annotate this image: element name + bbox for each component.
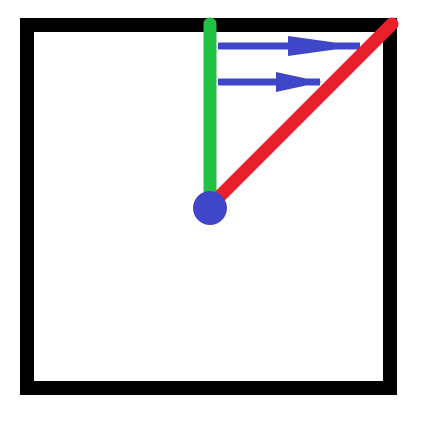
arrowhead-top: [288, 36, 360, 56]
diagonal-line: [203, 17, 399, 213]
arrowhead-bottom: [276, 72, 322, 92]
center-point: [193, 191, 227, 225]
arrow-group: [218, 36, 360, 92]
